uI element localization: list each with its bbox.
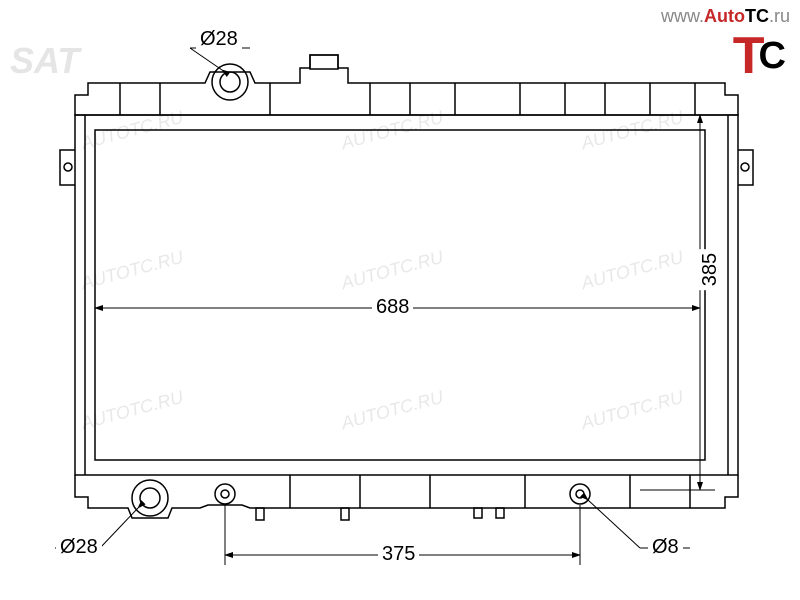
dimension-width-375: 375 (378, 543, 419, 566)
dimension-dia-28-top: Ø28 (196, 28, 242, 51)
dimension-dia-28-bottom: Ø28 (56, 536, 102, 559)
dimension-width-688: 688 (372, 296, 413, 319)
url-auto: Auto (704, 6, 745, 26)
dimension-height-385: 385 (699, 249, 722, 290)
dimension-dia-8: Ø8 (648, 536, 683, 559)
logo-tc: T C (733, 30, 786, 82)
diagram-canvas: AUTOTC.RU AUTOTC.RU AUTOTC.RU AUTOTC.RU … (0, 0, 800, 600)
logo-c: C (759, 37, 786, 75)
url-ru: .ru (769, 6, 790, 26)
brand-url: www.AutoTC.ru (661, 6, 790, 27)
url-www: www. (661, 6, 704, 26)
url-tc: TC (745, 6, 769, 26)
